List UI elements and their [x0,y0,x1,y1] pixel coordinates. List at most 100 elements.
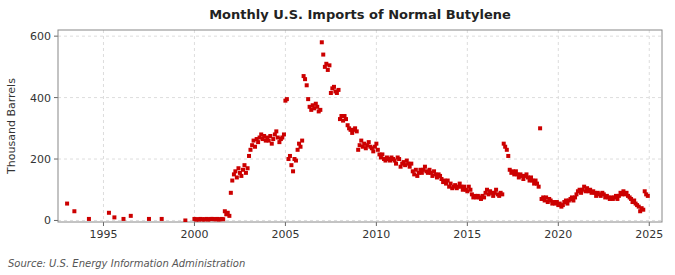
point [367,140,371,144]
point [229,191,233,195]
point [291,169,295,173]
y-tick [54,159,58,160]
x-grid-line [376,30,377,222]
point [320,40,324,44]
point [121,217,125,221]
y-tick-label: 600 [30,30,51,43]
point [538,126,542,130]
point [318,108,322,112]
point [244,171,248,175]
x-tick-label: 2015 [453,228,481,241]
axes: 1995 2000 2005 2010 2015 2020 2025 0 200 400 600 [30,30,663,241]
point [246,166,250,170]
point [506,154,510,158]
point [72,209,76,213]
plot-area [58,30,662,222]
x-tick [103,222,104,226]
y-tick [54,220,58,221]
point [306,97,310,101]
point [329,91,333,95]
point [374,142,378,146]
point [344,117,348,121]
y-grid-line [58,97,662,98]
y-tick [54,97,58,98]
point [112,215,116,219]
point [129,214,133,218]
point [537,185,541,189]
chart: 1995 2000 2005 2010 2015 2020 2025 0 200 400 600 Mo… [0,0,675,275]
point [239,174,243,178]
point [147,217,151,221]
y-tick-label: 200 [30,153,51,166]
plot-frame [58,30,662,222]
point [235,175,239,179]
points [65,40,650,222]
y-axis-label: Thousand Barrels [5,78,18,175]
y-tick-label: 400 [30,92,51,105]
point [274,129,278,133]
point [227,214,231,218]
point [394,162,398,166]
x-grid-line [649,30,650,222]
x-tick-label: 2000 [180,228,208,241]
x-tick-label: 2005 [271,228,299,241]
x-tick-label: 1995 [89,228,117,241]
point [230,179,234,183]
x-tick [467,222,468,226]
x-tick-label: 2020 [544,228,572,241]
point [355,129,359,133]
point [380,152,384,156]
point [468,188,472,192]
point [327,63,331,67]
point [288,154,292,158]
y-grid-line [58,159,662,160]
x-tick [376,222,377,226]
x-grid-line [558,30,559,222]
grid [58,30,662,222]
point [299,145,303,149]
point [326,68,330,72]
title: Monthly U.S. Imports of Normal Butylene [209,7,511,22]
point [270,142,274,146]
point [356,148,360,152]
point [247,154,251,158]
point [183,218,187,222]
x-tick [285,222,286,226]
point [65,202,69,206]
point [160,217,164,221]
point [253,145,257,149]
point [285,97,289,101]
point [337,88,341,92]
point [248,148,252,152]
point [300,139,304,143]
point [494,188,498,192]
point [236,166,240,170]
x-grid-line [194,30,195,222]
point [271,137,275,141]
point [500,192,504,196]
point [423,165,427,169]
point [294,159,298,163]
y-tick [54,36,58,37]
x-tick-label: 2010 [362,228,390,241]
x-tick-label: 2025 [635,228,663,241]
point [87,217,91,221]
point [505,148,509,152]
point [646,194,650,198]
source-annotation: Source: U.S. Energy Information Administ… [8,258,245,269]
point [282,132,286,136]
point [332,85,336,89]
x-grid-line [285,30,286,222]
point [221,217,225,221]
point [256,140,260,144]
y-grid-line [58,36,662,37]
point [107,211,111,215]
x-tick [649,222,650,226]
x-grid-line [103,30,104,222]
point [305,83,309,87]
x-tick [558,222,559,226]
point [641,208,645,212]
point [482,195,486,199]
point [397,157,401,161]
y-tick-label: 0 [44,214,51,227]
